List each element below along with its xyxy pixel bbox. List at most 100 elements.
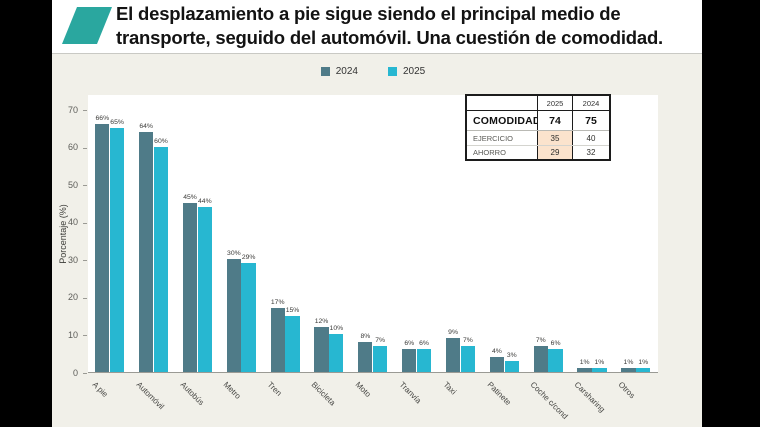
bar-value-label: 12% — [314, 317, 329, 325]
y-axis-title: Porcentaje (%) — [58, 203, 68, 264]
chart-legend: 2024 2025 — [88, 66, 658, 77]
bar-2024 — [445, 338, 461, 372]
table-row: EJERCICIO 35 40 — [467, 131, 609, 145]
table-row-label: COMODIDAD — [473, 114, 537, 127]
bar-2024 — [226, 259, 241, 372]
bar-2025 — [109, 127, 125, 372]
bar-2025 — [548, 349, 563, 372]
y-tick-mark-icon — [83, 147, 87, 149]
bar-value-label: 10% — [329, 325, 344, 333]
x-tick-label: Otros — [616, 380, 637, 401]
page-title-line2: transporte, seguido del automóvil. Una c… — [116, 27, 663, 48]
table-row: AHORRO 29 32 — [467, 145, 609, 159]
table-row-label: EJERCICIO — [473, 133, 514, 143]
content-strip: El desplazamiento a pie sigue siendo el … — [52, 0, 702, 427]
bar-value-label: 4% — [492, 347, 502, 355]
bar-value-label: 60% — [154, 137, 168, 145]
x-tick-label: Automóvil — [134, 380, 166, 412]
table-row: COMODIDAD 74 75 — [467, 111, 609, 131]
bar-2025 — [329, 334, 344, 372]
x-tick-label: A pie — [90, 380, 110, 399]
y-tick-label: 10 — [67, 329, 78, 340]
legend-item: 2025 — [388, 66, 425, 77]
y-tick-mark-icon — [83, 335, 87, 337]
bar-value-label: 6% — [550, 340, 561, 348]
table-cell-2025: 74 — [537, 111, 573, 130]
x-tick-label: Patinete — [485, 380, 513, 408]
bar-value-label: 1% — [579, 359, 590, 367]
brand-parallelogram-icon — [62, 7, 112, 44]
y-tick-mark-icon — [83, 222, 87, 224]
x-tick-label: Tranvía — [397, 380, 423, 406]
page-title-line1: El desplazamiento a pie sigue siendo el … — [116, 3, 621, 24]
bar-2024 — [358, 341, 373, 372]
bar-value-label: 15% — [285, 306, 300, 314]
bar-value-label: 66% — [95, 115, 110, 123]
bar-2025 — [592, 368, 607, 372]
bar-2025 — [416, 349, 432, 372]
bar-2025 — [285, 315, 300, 372]
bar-value-label: 17% — [270, 299, 285, 307]
x-tick-label: Coche c/cond — [529, 380, 570, 421]
table-cell-2024: 40 — [586, 133, 596, 143]
y-tick-label: 30 — [67, 254, 78, 265]
bar-2024 — [577, 368, 592, 372]
bar-value-label: 45% — [183, 193, 197, 201]
bar-value-label: 1% — [594, 359, 605, 367]
title-band: El desplazamiento a pie sigue siendo el … — [52, 0, 702, 54]
bar-2024 — [182, 202, 198, 372]
legend-label: 2024 — [335, 66, 358, 77]
x-tick-label: Moto — [353, 380, 373, 399]
table-header-row: 2025 2024 — [467, 96, 609, 111]
bar-value-label: 6% — [419, 340, 429, 348]
y-tick-mark-icon — [83, 297, 87, 299]
bar-value-label: 1% — [638, 359, 649, 367]
x-tick-label: Carsharing — [572, 380, 607, 415]
y-tick-mark-icon — [83, 260, 87, 262]
x-tick-label: Bicicleta — [309, 380, 338, 408]
y-tick-label: 50 — [67, 179, 78, 190]
legend-swatch-icon — [388, 67, 397, 76]
bar-value-label: 8% — [360, 332, 371, 340]
chart-area: 2024 2025 Porcentaje (%) 0 10 20 30 40 50 60 70 6… — [52, 54, 702, 427]
x-tick-label: Tren — [265, 380, 284, 398]
bar-value-label: 7% — [375, 336, 386, 344]
bar-2024 — [533, 345, 548, 372]
bar-2024 — [138, 131, 154, 372]
y-tick-label: 40 — [67, 217, 78, 228]
bar-2024 — [314, 326, 329, 372]
legend-item: 2024 — [320, 66, 358, 77]
legend-label: 2025 — [403, 66, 426, 77]
table-cell-2025: 35 — [537, 131, 573, 145]
bar-2024 — [270, 308, 285, 372]
bar-value-label: 6% — [404, 340, 415, 348]
y-tick-label: 20 — [67, 292, 78, 303]
y-tick-label: 0 — [72, 367, 78, 378]
bar-value-label: 44% — [198, 197, 212, 205]
table-cell-2025: 29 — [537, 146, 573, 159]
table-header-2024: 2024 — [582, 98, 600, 108]
bar-2024 — [95, 124, 110, 372]
bar-value-label: 3% — [506, 351, 517, 359]
y-tick-mark-icon — [83, 110, 87, 111]
bar-2025 — [460, 345, 475, 372]
y-tick-mark-icon — [83, 373, 87, 374]
bar-value-label: 7% — [462, 336, 473, 344]
legend-swatch-icon — [320, 67, 330, 76]
bar-2025 — [636, 368, 651, 372]
x-tick-label: Autobús — [178, 380, 206, 408]
bar-value-label: 30% — [227, 250, 241, 258]
bar-value-label: 65% — [110, 118, 124, 126]
bar-2025 — [153, 146, 169, 372]
bar-value-label: 29% — [241, 254, 256, 262]
y-tick-label: 60 — [67, 142, 78, 153]
bar-value-label: 64% — [139, 122, 153, 130]
bar-2025 — [504, 360, 519, 372]
x-tick-label: Taxi — [441, 380, 458, 397]
page-title: El desplazamiento a pie sigue siendo el … — [116, 2, 663, 50]
bar-2025 — [373, 345, 388, 372]
table-cell-2024: 32 — [586, 148, 596, 157]
bar-2024 — [621, 368, 636, 372]
bar-2025 — [241, 263, 256, 372]
